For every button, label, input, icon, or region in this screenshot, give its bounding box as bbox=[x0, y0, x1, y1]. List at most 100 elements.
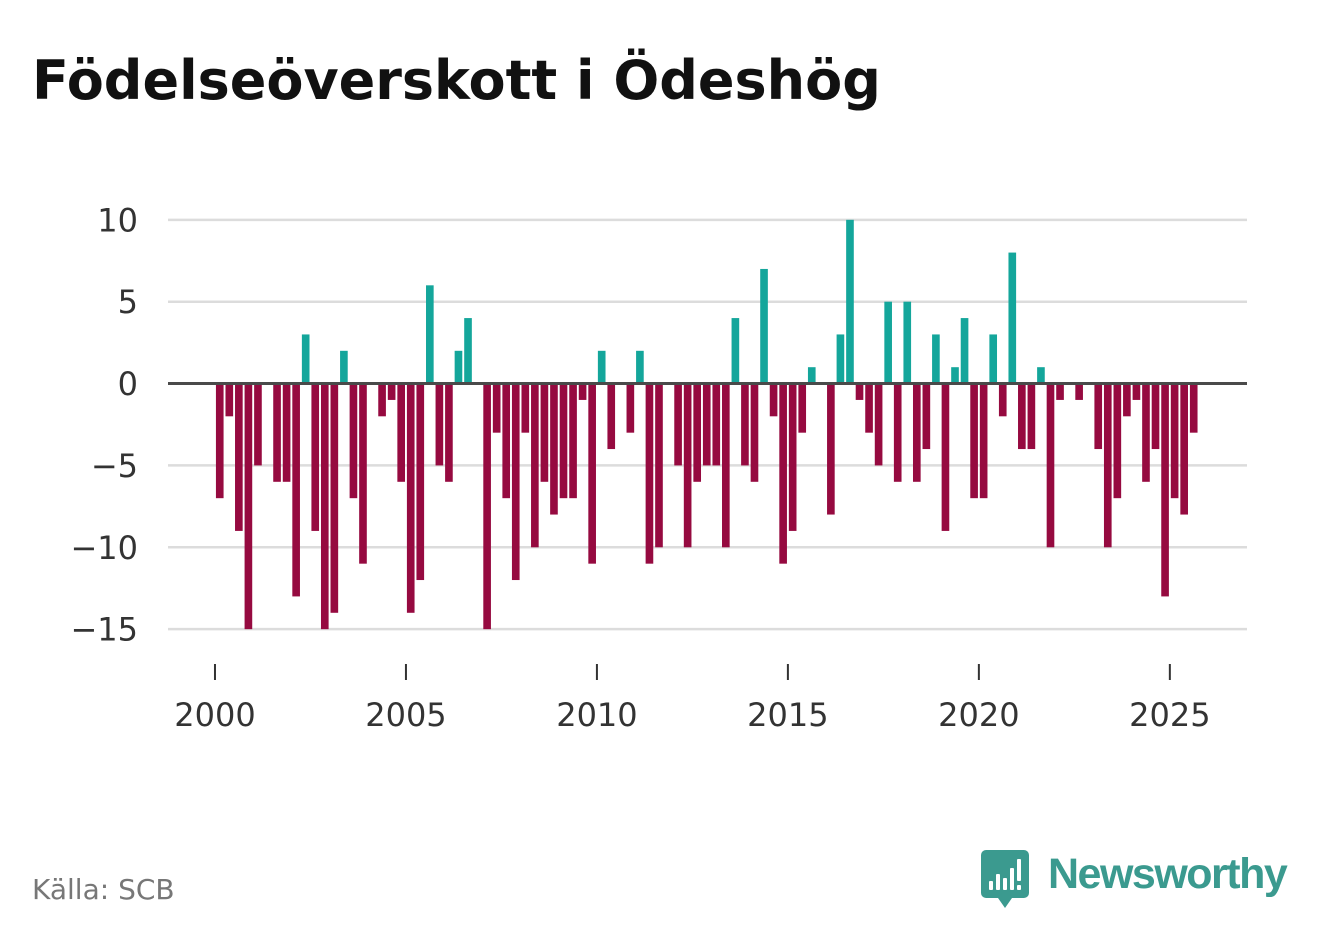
bar-2011-q3 bbox=[655, 383, 663, 548]
chart-title: Födelseöverskott i Ödeshög bbox=[32, 49, 881, 112]
bar-2013-q2 bbox=[722, 383, 730, 548]
bar-2003-q1 bbox=[330, 383, 339, 613]
bar-2017-q3 bbox=[884, 301, 892, 384]
bar-2008-q3 bbox=[540, 383, 549, 482]
y-axis: 10 5 0 −5 −10 −15 bbox=[70, 201, 138, 648]
bar-2012-q1 bbox=[674, 383, 682, 466]
x-tick-label: 2015 bbox=[747, 696, 828, 734]
bar-2008-q4 bbox=[550, 383, 558, 515]
bar-2011-q1 bbox=[636, 350, 644, 384]
bar-2025-q2 bbox=[1180, 383, 1188, 515]
bar-2000-q3 bbox=[235, 383, 243, 531]
newsworthy-logo: Newsworthy bbox=[981, 850, 1293, 910]
bar-2002-q4 bbox=[320, 383, 329, 630]
bar-2016-q2 bbox=[836, 334, 845, 384]
bar-2014-q4 bbox=[779, 383, 787, 564]
bar-2015-q2 bbox=[798, 383, 807, 433]
bar-2024-q4 bbox=[1161, 383, 1169, 597]
bar-2003-q3 bbox=[349, 383, 358, 499]
bar-2015-q3 bbox=[807, 367, 816, 384]
x-tick-label: 2020 bbox=[938, 696, 1019, 734]
bar-2004-q2 bbox=[378, 383, 386, 417]
bar-2021-q3 bbox=[1037, 367, 1045, 384]
x-axis: 2000 2005 2010 2015 2020 2025 bbox=[174, 664, 1211, 734]
bar-2018-q2 bbox=[912, 383, 921, 482]
bar-2006-q1 bbox=[445, 383, 453, 482]
bar-2007-q3 bbox=[502, 383, 511, 499]
bar-2010-q4 bbox=[626, 383, 635, 433]
bar-2000-q4 bbox=[244, 383, 253, 630]
bar-2005-q4 bbox=[435, 383, 444, 466]
bar-2019-q2 bbox=[951, 367, 959, 384]
bar-2010-q1 bbox=[597, 350, 606, 384]
bar-2017-q4 bbox=[893, 383, 902, 482]
bar-2017-q1 bbox=[865, 383, 873, 433]
bar-2005-q2 bbox=[416, 383, 425, 581]
logo-wordmark: Newsworthy bbox=[1048, 850, 1288, 898]
bar-2006-q2 bbox=[454, 350, 463, 384]
bar-2021-q4 bbox=[1046, 383, 1055, 548]
bar-2000-q1 bbox=[215, 383, 224, 499]
bar-2024-q2 bbox=[1142, 383, 1150, 482]
bar-2019-q1 bbox=[941, 383, 950, 531]
bar-2020-q4 bbox=[1008, 252, 1017, 384]
bar-2014-q3 bbox=[769, 383, 778, 417]
bar-2001-q4 bbox=[282, 383, 291, 482]
bar-2009-q1 bbox=[559, 383, 568, 499]
bar-2012-q3 bbox=[693, 383, 702, 482]
bar-2009-q2 bbox=[569, 383, 577, 499]
bar-2016-q4 bbox=[855, 383, 864, 400]
bar-2018-q1 bbox=[903, 301, 912, 384]
bar-2014-q2 bbox=[760, 268, 768, 384]
bar-2003-q2 bbox=[340, 350, 348, 384]
bar-2007-q1 bbox=[483, 383, 491, 630]
bar-2020-q3 bbox=[998, 383, 1007, 417]
x-tick-label: 2005 bbox=[365, 696, 446, 734]
x-tick-label: 2010 bbox=[556, 696, 637, 734]
bar-2002-q1 bbox=[292, 383, 300, 597]
x-tick-label: 2000 bbox=[174, 696, 255, 734]
y-tick-label: 5 bbox=[118, 283, 138, 321]
bar-2020-q2 bbox=[989, 334, 998, 384]
bar-2022-q3 bbox=[1075, 383, 1083, 400]
bar-2001-q3 bbox=[273, 383, 281, 482]
bar-2002-q3 bbox=[311, 383, 320, 531]
bar-2008-q2 bbox=[531, 383, 539, 548]
bar-2005-q3 bbox=[426, 285, 434, 384]
bar-2021-q1 bbox=[1018, 383, 1026, 450]
logo-bar bbox=[1003, 878, 1007, 890]
bar-2007-q4 bbox=[511, 383, 520, 581]
bar-2010-q2 bbox=[607, 383, 616, 450]
bar-2021-q2 bbox=[1027, 383, 1036, 450]
bar-2007-q2 bbox=[492, 383, 501, 433]
bar-2008-q1 bbox=[521, 383, 530, 433]
y-tick-label: −5 bbox=[91, 447, 138, 485]
bar-2009-q4 bbox=[588, 383, 596, 564]
bar-2018-q3 bbox=[922, 383, 931, 450]
bar-2020-q1 bbox=[979, 383, 988, 499]
bar-2019-q4 bbox=[970, 383, 978, 499]
bar-2002-q2 bbox=[301, 334, 310, 384]
bar-2015-q1 bbox=[788, 383, 797, 531]
bar-2013-q3 bbox=[731, 318, 740, 384]
bar-2013-q4 bbox=[741, 383, 749, 466]
bar-2025-q1 bbox=[1170, 383, 1179, 499]
logo-exclamation-dot bbox=[1017, 885, 1021, 890]
bar-2023-q1 bbox=[1094, 383, 1103, 450]
bar-2006-q3 bbox=[464, 318, 472, 384]
bar-2004-q4 bbox=[397, 383, 405, 482]
y-tick-label: −15 bbox=[70, 611, 138, 649]
bar-2009-q3 bbox=[578, 383, 587, 400]
bar-2012-q2 bbox=[683, 383, 692, 548]
bar-2023-q2 bbox=[1103, 383, 1112, 548]
x-tick-label: 2025 bbox=[1129, 696, 1210, 734]
bar-2023-q4 bbox=[1123, 383, 1131, 417]
bar-2022-q1 bbox=[1056, 383, 1064, 400]
bar-2016-q3 bbox=[846, 219, 854, 384]
newsworthy-bar-chart-icon bbox=[981, 850, 1029, 908]
source-label: Källa: SCB bbox=[32, 873, 175, 906]
bar-2023-q3 bbox=[1113, 383, 1122, 499]
bar-2012-q4 bbox=[702, 383, 711, 466]
logo-bar bbox=[1010, 868, 1014, 890]
